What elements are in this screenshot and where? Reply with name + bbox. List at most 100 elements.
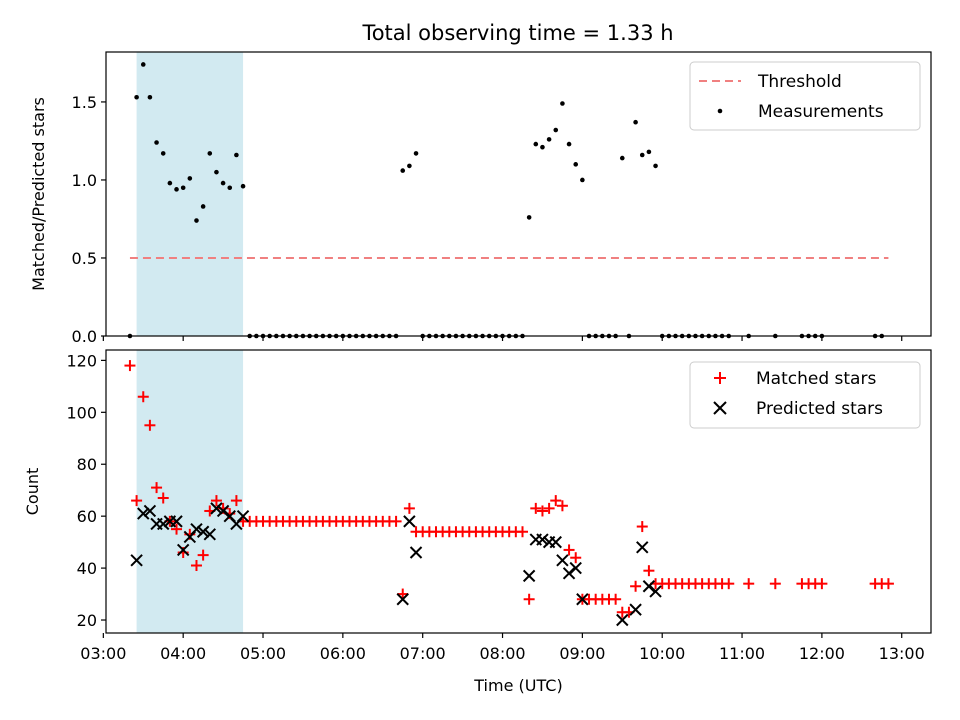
measurement-point xyxy=(167,180,173,186)
measurement-point xyxy=(407,163,412,169)
x-tick-label: 07:00 xyxy=(400,644,446,663)
matched-point xyxy=(630,580,642,592)
predicted-point xyxy=(642,580,656,593)
matched-point xyxy=(523,593,535,605)
x-tick-label: 05:00 xyxy=(240,644,286,663)
matched-point xyxy=(157,492,169,504)
predicted-point xyxy=(403,515,416,528)
measurement-point xyxy=(147,94,153,100)
predicted-point xyxy=(522,569,536,583)
predicted-point xyxy=(143,504,157,518)
matched-point xyxy=(543,502,555,514)
measurement-point xyxy=(553,127,559,133)
top-ticks: 0.0 0.5 1.0 1.5 xyxy=(72,93,903,346)
matched-point xyxy=(190,559,202,571)
measurement-point xyxy=(207,151,213,156)
matched-point xyxy=(516,526,528,538)
measurement-point xyxy=(180,185,186,191)
predicted-point xyxy=(190,522,203,536)
legend-predicted-label: Predicted stars xyxy=(756,399,883,419)
predicted-point xyxy=(196,525,210,538)
predicted-point xyxy=(549,535,562,549)
predicted-point xyxy=(236,509,250,523)
matched-point xyxy=(390,515,402,527)
predicted-point xyxy=(649,585,662,598)
legend-matched-label: Matched stars xyxy=(756,369,876,389)
measurement-point xyxy=(573,162,579,167)
matched-point xyxy=(137,391,149,403)
x-tick-label: 13:00 xyxy=(879,644,925,663)
top-y-axis-label: Matched/Predicted stars xyxy=(29,97,48,291)
bottom-axes-frame xyxy=(105,349,932,634)
matched-point xyxy=(124,360,136,372)
measurement-point xyxy=(533,141,539,147)
measurement-point xyxy=(619,155,625,161)
legend-matched-swatch xyxy=(714,372,726,384)
bottom-plot-marks xyxy=(124,360,894,627)
predicted-point xyxy=(629,603,642,616)
measurement-point xyxy=(560,101,565,106)
legend-measurements-label: Measurements xyxy=(758,102,884,122)
matched-point xyxy=(131,495,143,507)
top-legend: Threshold Measurements xyxy=(689,61,921,131)
highlight-span xyxy=(136,52,244,336)
predicted-point xyxy=(157,517,170,531)
matched-point xyxy=(530,502,542,514)
legend-predicted-swatch xyxy=(713,401,727,415)
matched-point xyxy=(563,544,575,556)
predicted-point xyxy=(170,515,183,528)
matched-point xyxy=(144,419,156,431)
matched-point xyxy=(556,500,568,512)
matched-point xyxy=(151,482,163,494)
matched-point xyxy=(210,495,222,507)
measurement-point xyxy=(653,163,658,169)
measurement-point xyxy=(580,177,585,183)
matched-point xyxy=(743,578,755,590)
predicted-point xyxy=(536,533,549,546)
predicted-point xyxy=(562,567,576,580)
measurement-point xyxy=(633,119,638,125)
measurement-point xyxy=(200,204,206,209)
matched-point xyxy=(230,495,242,507)
x-tick-label: 04:00 xyxy=(160,644,206,663)
measurement-point xyxy=(639,152,645,158)
y-tick-label: 40 xyxy=(77,559,97,578)
predicted-point xyxy=(636,541,649,554)
predicted-point xyxy=(137,507,150,520)
measurement-point xyxy=(540,144,545,150)
bottom-legend: Matched stars Predicted stars xyxy=(689,361,921,429)
y-tick-label: 120 xyxy=(66,351,97,370)
matched-point xyxy=(536,505,548,517)
measurement-point xyxy=(140,62,146,67)
matched-point xyxy=(643,565,655,577)
y-tick-label: 100 xyxy=(66,403,97,422)
predicted-point xyxy=(569,561,582,575)
chart-title: Total observing time = 1.33 h xyxy=(361,21,673,45)
measurement-point xyxy=(546,137,552,142)
measurement-point xyxy=(566,141,572,147)
top-panel: 0.0 0.5 1.0 1.5 Matched/Predicted stars Thr… xyxy=(29,51,932,346)
x-tick-label: 09:00 xyxy=(559,644,605,663)
predicted-point xyxy=(216,504,230,518)
matched-point xyxy=(610,593,622,605)
measurement-point xyxy=(646,149,652,155)
predicted-point xyxy=(396,593,409,606)
measurement-point xyxy=(160,151,166,156)
y-tick-label: 0.5 xyxy=(72,249,97,268)
highlight-span xyxy=(136,350,244,633)
x-axis-label: Time (UTC) xyxy=(473,676,562,695)
x-tick-label: 03:00 xyxy=(80,644,126,663)
top-plot-marks xyxy=(127,62,889,339)
x-tick-label: 12:00 xyxy=(799,644,845,663)
matched-point xyxy=(723,578,735,590)
measurement-point xyxy=(174,187,179,192)
y-tick-label: 0.0 xyxy=(72,327,97,346)
matched-point xyxy=(171,523,183,535)
measurement-point xyxy=(194,218,199,223)
legend-measurements-swatch xyxy=(717,108,723,114)
predicted-point xyxy=(556,554,569,567)
matched-point xyxy=(636,521,648,533)
legend-box xyxy=(689,61,921,131)
predicted-point xyxy=(616,613,629,627)
measurement-point xyxy=(526,215,532,220)
